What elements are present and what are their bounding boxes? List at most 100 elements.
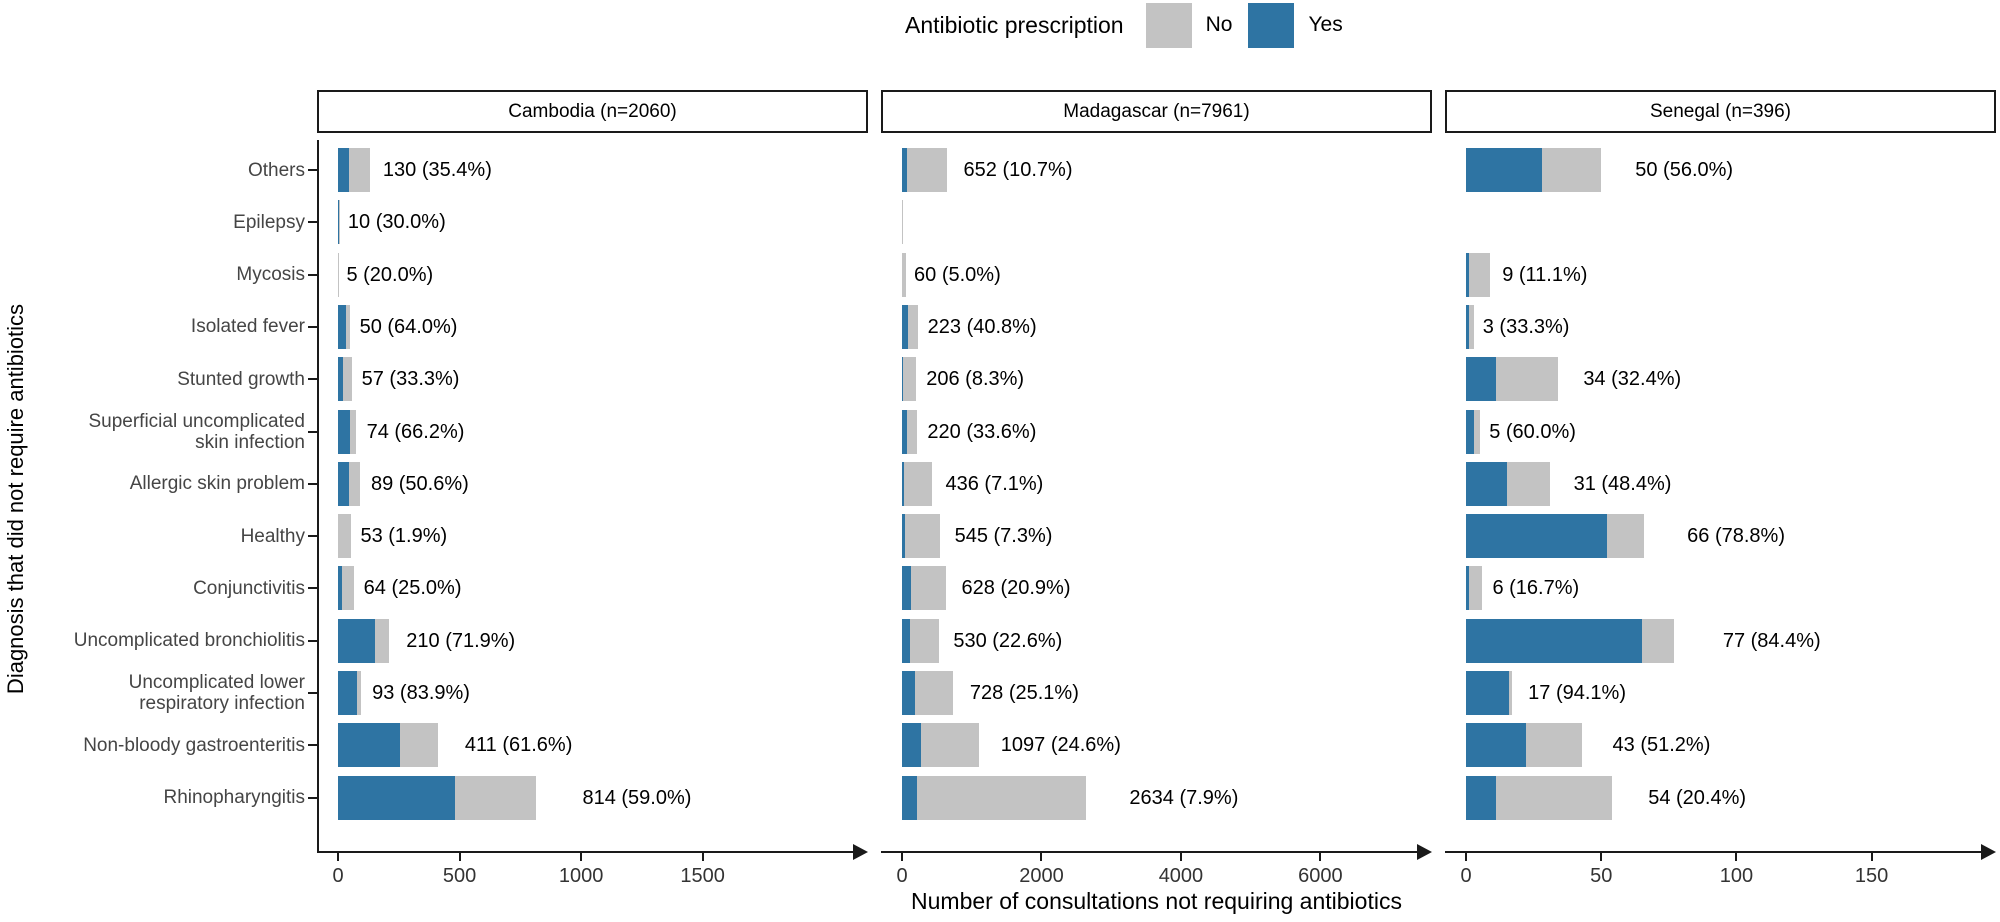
stacked-bar — [902, 461, 933, 506]
stacked-bar — [902, 304, 918, 349]
stacked-bar — [338, 618, 390, 663]
stacked-bar — [902, 566, 946, 611]
x-axis-line — [317, 851, 856, 853]
bar-segment-yes — [902, 775, 917, 820]
x-axis-tick-label: 0 — [1460, 865, 1472, 887]
bar-segment-yes — [1466, 461, 1507, 506]
stacked-bar — [338, 723, 438, 768]
x-axis-tick-label: 0 — [896, 865, 908, 887]
bar-segment-no — [399, 723, 438, 768]
bar-segment-yes — [902, 723, 921, 768]
bar-segment-no — [349, 148, 370, 192]
stacked-bar — [1466, 409, 1480, 454]
bar-value-label: 3 (33.3%) — [1482, 315, 1570, 338]
bar-value-label: 17 (94.1%) — [1528, 682, 1626, 704]
bar-segment-yes — [1466, 618, 1642, 663]
bar-segment-yes — [1466, 252, 1469, 297]
stacked-bar — [1466, 252, 1491, 297]
bar-segment-yes — [338, 461, 349, 506]
bar-segment-no — [1509, 671, 1512, 715]
stacked-bar — [902, 409, 918, 454]
stacked-bar — [338, 671, 361, 715]
y-axis-tick — [308, 639, 317, 642]
bar-value-label: 1097 (24.6%) — [1000, 734, 1121, 757]
bar-segment-yes — [1466, 409, 1475, 454]
bar-segment-no — [920, 723, 979, 768]
bar-segment-yes — [338, 200, 339, 245]
y-axis-tick — [308, 744, 317, 747]
x-axis-tick-label: 0 — [332, 865, 344, 887]
stacked-bar — [338, 252, 340, 297]
x-axis-tick — [1870, 853, 1873, 861]
bar-segment-no — [1468, 566, 1483, 611]
bar-segment-no — [349, 409, 356, 454]
stacked-bar — [902, 775, 1086, 820]
bar-segment-no — [904, 461, 933, 506]
bar-segment-no — [902, 252, 907, 297]
bar-segment-no — [1525, 723, 1583, 768]
bar-segment-yes — [1466, 304, 1469, 349]
bar-segment-yes — [902, 514, 905, 559]
bar-segment-yes — [338, 304, 346, 349]
bar-segment-no — [1474, 409, 1480, 454]
bar-segment-yes — [338, 409, 350, 454]
bar-value-label: 530 (22.6%) — [953, 629, 1063, 652]
bar-segment-no — [907, 409, 918, 454]
stacked-bar — [338, 461, 360, 506]
bar-segment-yes — [1466, 671, 1510, 715]
bar-segment-no — [1606, 514, 1645, 559]
stacked-bar — [1466, 514, 1645, 559]
legend-swatch-yes-icon — [1248, 2, 1295, 48]
y-axis-tick — [308, 169, 317, 171]
stacked-bar — [902, 514, 940, 559]
y-axis-tick — [308, 221, 317, 224]
x-axis-tick — [901, 853, 903, 861]
bar-segment-yes — [338, 357, 343, 402]
bar-segment-yes — [902, 566, 912, 611]
y-axis-tick — [308, 587, 317, 590]
bar-value-label: 652 (10.7%) — [963, 159, 1073, 181]
bar-value-label: 220 (33.6%) — [927, 420, 1037, 443]
y-axis-tick — [308, 796, 317, 799]
bar-segment-yes — [338, 148, 350, 192]
stacked-bar — [1466, 357, 1558, 402]
y-category-label: Healthy — [240, 525, 305, 547]
bar-segment-no — [338, 252, 340, 297]
stacked-bar — [338, 304, 351, 349]
x-axis-tick-label: 4000 — [1158, 865, 1204, 887]
bar-segment-yes — [902, 148, 907, 192]
facet-panel: Senegal (n=396) 50 (56.0%) 9 (11.1%) 3 (33.… — [1445, 0, 1996, 922]
bar-value-label: 206 (8.3%) — [926, 368, 1025, 391]
bar-value-label: 628 (20.9%) — [961, 577, 1071, 600]
stacked-bar — [1466, 566, 1483, 611]
bar-value-label: 66 (78.8%) — [1687, 525, 1785, 548]
bar-segment-yes — [1466, 148, 1542, 192]
x-axis-tick — [1465, 853, 1467, 861]
bar-segment-no — [902, 200, 904, 245]
y-axis-tick — [308, 535, 317, 538]
x-axis-tick-label: 150 — [1854, 865, 1889, 887]
x-axis-tick-label: 1000 — [558, 865, 604, 887]
stacked-bar — [1466, 671, 1512, 715]
bar-value-label: 223 (40.8%) — [927, 315, 1037, 338]
bar-segment-no — [903, 357, 917, 402]
y-category-label: Conjunctivitis — [193, 577, 305, 599]
stacked-bar — [1466, 304, 1475, 349]
x-axis-tick-label: 500 — [442, 865, 477, 887]
x-axis-tick — [1319, 853, 1322, 861]
bar-value-label: 411 (61.6%) — [464, 734, 573, 757]
bar-segment-yes — [902, 409, 908, 454]
bar-value-label: 545 (7.3%) — [954, 525, 1053, 548]
bar-segment-no — [345, 304, 351, 349]
bar-segment-yes — [338, 671, 357, 715]
bar-value-label: 54 (20.4%) — [1648, 786, 1747, 809]
bar-segment-no — [916, 775, 1086, 820]
bar-value-label: 210 (71.9%) — [406, 629, 516, 652]
bar-value-label: 43 (51.2%) — [1612, 734, 1711, 757]
bar-segment-no — [348, 461, 360, 506]
bar-segment-no — [1468, 252, 1491, 297]
bar-value-label: 53 (1.9%) — [360, 525, 448, 548]
bar-segment-yes — [902, 461, 905, 506]
stacked-bar — [338, 357, 352, 402]
bar-segment-yes — [1466, 775, 1496, 820]
